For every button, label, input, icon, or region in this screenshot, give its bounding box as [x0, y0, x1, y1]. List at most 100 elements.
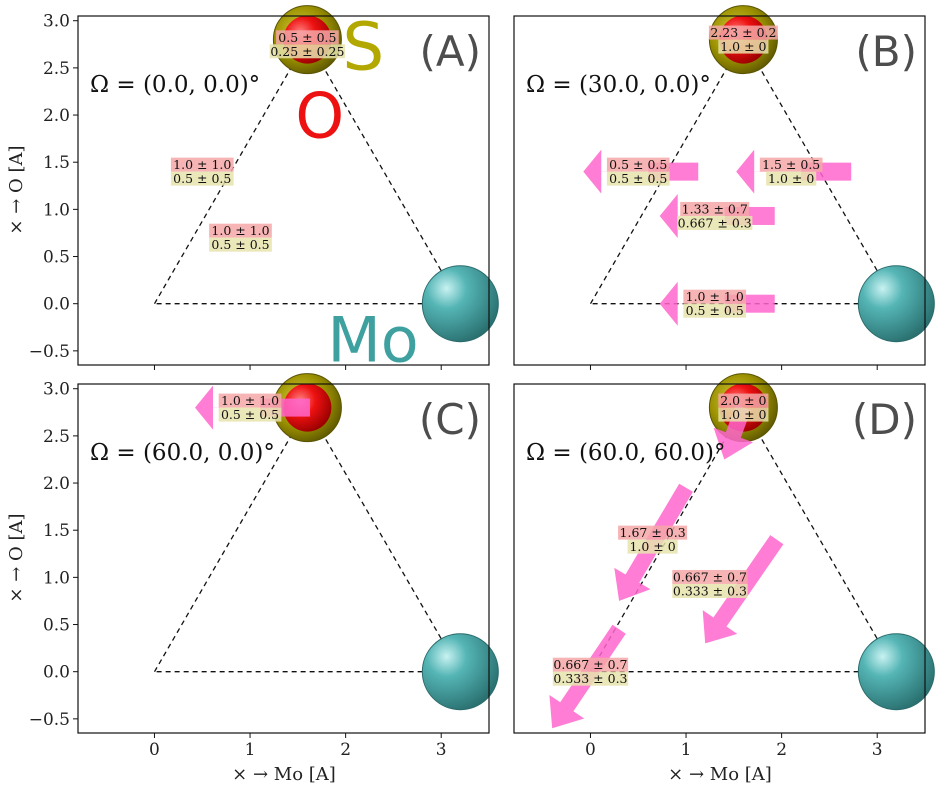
- point-label-mean-box: [170, 157, 234, 172]
- point-label-std: 0.5 ± 0.5: [173, 171, 231, 186]
- plot-frame: [513, 15, 926, 366]
- point-label-std-box: [552, 671, 629, 686]
- element-label-S: S: [342, 9, 384, 86]
- point-label-mean-box: [209, 223, 272, 238]
- y-tick-label: 1.5: [43, 521, 70, 541]
- point-label-mean: 1.0 ± 1.0: [211, 223, 269, 238]
- y-axis-label-bottom: × → O [A]: [6, 513, 27, 602]
- point-label-std: 0.5 ± 0.5: [686, 303, 744, 318]
- plot-frame: [77, 15, 490, 366]
- point-label-mean: 0.5 ± 0.5: [278, 30, 336, 45]
- panel-tag: (B): [855, 27, 917, 76]
- point-label-std-box: [627, 539, 678, 554]
- y-tick-label: 0.0: [43, 295, 70, 315]
- point-label-std-box: [677, 215, 753, 230]
- atom-Mo: [421, 265, 499, 343]
- point-label-mean: 1.0 ± 1.0: [173, 157, 231, 172]
- point-label-mean-box: [606, 157, 670, 172]
- omega-annotation: Ω = (30.0, 0.0)°: [526, 72, 711, 98]
- point-label-std: 1.0 ± 0: [768, 171, 814, 186]
- omega-annotation: Ω = (60.0, 0.0)°: [90, 440, 275, 466]
- point-label-mean-box: [276, 30, 339, 45]
- point-label-std: 0.333 ± 0.3: [673, 583, 747, 598]
- panel-tag: (C): [419, 395, 481, 444]
- arrow-head: [583, 149, 614, 194]
- point-label-std: 1.0 ± 0: [720, 39, 766, 54]
- panel-3: 2.0 ± 01.0 ± 01.67 ± 0.31.0 ± 00.667 ± 0…: [513, 373, 935, 760]
- point-label-std-box: [766, 171, 817, 186]
- panel-tag: (D): [852, 395, 917, 444]
- y-axis-label-top: × → O [A]: [6, 145, 27, 234]
- point-label-mean-box: [683, 289, 747, 304]
- point-label-std-box: [672, 583, 748, 598]
- y-tick-label: 2.0: [43, 106, 70, 126]
- point-label-mean-box: [218, 393, 282, 408]
- x-tick-label: 3: [436, 740, 447, 760]
- point-label-std: 0.667 ± 0.3: [678, 215, 752, 230]
- point-label-std: 1.0 ± 0: [720, 407, 766, 422]
- y-tick-label: 1.0: [43, 200, 70, 220]
- y-tick-label: 0.5: [43, 248, 70, 268]
- y-tick-label: 2.0: [43, 474, 70, 494]
- point-label-std: 0.5 ± 0.5: [221, 407, 279, 422]
- point-label-mean-box: [718, 393, 769, 408]
- point-label-mean: 0.667 ± 0.7: [553, 657, 627, 672]
- point-label-mean-box: [618, 525, 688, 540]
- y-tick-label: 0.5: [43, 616, 70, 636]
- point-label-std-box: [718, 407, 769, 422]
- point-label-mean: 1.0 ± 1.0: [221, 393, 279, 408]
- element-label-Mo: Mo: [327, 304, 418, 377]
- point-label-mean: 0.5 ± 0.5: [609, 157, 667, 172]
- x-axis-label-right: × → Mo [A]: [668, 764, 772, 785]
- point-label-std: 1.0 ± 0: [629, 539, 675, 554]
- arrow-head: [659, 281, 690, 326]
- point-label-mean-box: [680, 201, 750, 216]
- y-tick-label: 1.5: [43, 153, 70, 173]
- panel-2: 1.0 ± 1.00.5 ± 0.5 Ω = (60.0, 0.0)° (C) −0.…: [29, 373, 499, 760]
- point-label-mean-box: [552, 657, 629, 672]
- point-label-mean-box: [759, 157, 823, 172]
- x-tick-label: 2: [776, 740, 787, 760]
- omega-annotation: Ω = (60.0, 60.0)°: [526, 440, 725, 466]
- point-label-mean: 1.67 ± 0.3: [620, 525, 686, 540]
- arrow-head: [659, 194, 690, 238]
- point-label-std: 0.5 ± 0.5: [609, 171, 667, 186]
- point-label-std: 0.25 ± 0.25: [270, 44, 344, 59]
- point-label-std: 0.333 ± 0.3: [553, 671, 627, 686]
- arrow-head: [195, 385, 225, 430]
- x-axis-label-left: × → Mo [A]: [232, 764, 336, 785]
- point-label-std-box: [269, 44, 346, 59]
- y-tick-label: −0.5: [29, 342, 70, 362]
- y-tick-label: 0.0: [43, 663, 70, 683]
- point-label-mean: 2.0 ± 0: [720, 393, 766, 408]
- plot-frame: [513, 383, 926, 734]
- y-tick-label: 1.0: [43, 568, 70, 588]
- omega-annotation: Ω = (0.0, 0.0)°: [90, 72, 260, 98]
- point-label-std-box: [218, 407, 282, 422]
- point-label-mean: 1.0 ± 1.0: [686, 289, 744, 304]
- x-tick-label: 1: [245, 740, 256, 760]
- element-label-O: O: [295, 80, 344, 153]
- point-label-mean: 0.667 ± 0.7: [673, 569, 747, 584]
- panel-tag: (A): [419, 27, 481, 76]
- point-label-mean: 1.33 ± 0.7: [682, 201, 748, 216]
- point-label-mean: 2.23 ± 0.2: [710, 25, 776, 40]
- panel-1: 2.23 ± 0.21.0 ± 00.5 ± 0.50.5 ± 0.51.5 ±…: [513, 5, 935, 370]
- point-label-std-box: [170, 171, 234, 186]
- point-label-mean-box: [672, 569, 748, 584]
- point-label-std-box: [209, 237, 272, 252]
- point-label-std-box: [718, 39, 769, 54]
- y-tick-label: 3.0: [43, 12, 70, 32]
- x-tick-label: 3: [872, 740, 883, 760]
- plot-frame: [77, 383, 490, 734]
- x-tick-label: 0: [585, 740, 596, 760]
- x-tick-label: 2: [340, 740, 351, 760]
- y-tick-label: 2.5: [43, 427, 70, 447]
- atom-Mo: [857, 633, 935, 711]
- point-label-std: 0.5 ± 0.5: [211, 237, 269, 252]
- point-label-std-box: [606, 171, 670, 186]
- point-label-mean: 1.5 ± 0.5: [762, 157, 820, 172]
- panel-0: 0.5 ± 0.50.25 ± 0.251.0 ± 1.00.5 ± 0.51.…: [29, 5, 499, 377]
- atom-Mo: [857, 265, 935, 343]
